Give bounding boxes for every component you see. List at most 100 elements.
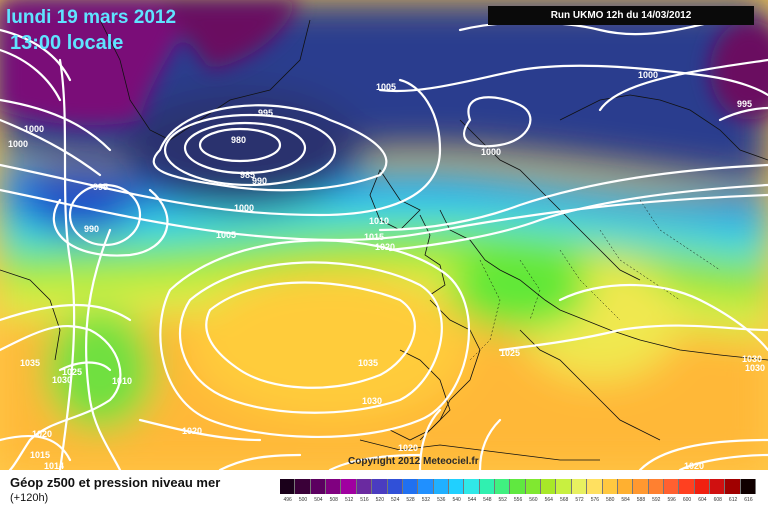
legend-swatch bbox=[725, 479, 741, 494]
legend-swatch bbox=[740, 479, 757, 494]
pressure-label: 1030 bbox=[362, 396, 382, 406]
legend-label: 572 bbox=[575, 497, 584, 503]
pressure-label: 995 bbox=[93, 182, 108, 192]
pressure-label: 1030 bbox=[52, 375, 72, 385]
legend-swatch bbox=[571, 479, 588, 494]
legend-label: 504 bbox=[314, 497, 323, 503]
legend-swatch bbox=[495, 479, 511, 494]
legend-label: 560 bbox=[529, 497, 538, 503]
legend-label: 540 bbox=[452, 497, 461, 503]
legend-swatch bbox=[617, 479, 634, 494]
pressure-label: 1030 bbox=[742, 354, 762, 364]
geopotential-map: 1000 1000 1005 995 980 985 990 995 990 1… bbox=[0, 0, 768, 470]
legend-swatch bbox=[663, 479, 680, 494]
legend-label: 568 bbox=[559, 497, 569, 503]
legend-swatch bbox=[694, 479, 711, 494]
pressure-label: 1020 bbox=[398, 443, 418, 453]
legend-label: 576 bbox=[590, 497, 600, 503]
legend-swatch bbox=[510, 479, 526, 494]
legend-label: 584 bbox=[621, 497, 630, 503]
legend-label: 532 bbox=[421, 497, 431, 503]
pressure-label: 1035 bbox=[358, 358, 378, 368]
legend-swatch bbox=[525, 479, 542, 494]
legend-swatch bbox=[464, 479, 480, 494]
legend-swatch bbox=[633, 479, 649, 494]
pressure-labels: 1000 1000 1005 995 980 985 990 995 990 1… bbox=[8, 70, 765, 470]
legend-label: 508 bbox=[329, 497, 338, 503]
legend-label: 528 bbox=[406, 497, 415, 503]
pressure-label: 990 bbox=[84, 224, 99, 234]
legend-swatch bbox=[648, 479, 664, 494]
legend-label: 556 bbox=[513, 497, 523, 503]
legend-swatch bbox=[387, 479, 403, 494]
lead-time: (+120h) bbox=[10, 492, 49, 504]
legend-swatch bbox=[310, 479, 327, 494]
coastlines bbox=[0, 19, 768, 461]
legend-swatch bbox=[587, 479, 603, 494]
legend-label: 616 bbox=[744, 497, 753, 503]
pressure-label: 1015 bbox=[30, 450, 50, 460]
pressure-label: 1010 bbox=[369, 216, 389, 226]
pressure-label: 1020 bbox=[182, 426, 202, 436]
legend-swatch bbox=[556, 479, 572, 494]
pressure-label: 1000 bbox=[234, 203, 254, 213]
color-legend: 496 500 504 508 512 516 520 524 528 532 536 540 544 5… bbox=[280, 479, 757, 509]
legend-swatch bbox=[433, 479, 449, 494]
low-geopotential-zones bbox=[0, 0, 768, 126]
pressure-label: 1005 bbox=[216, 230, 236, 240]
legend-label: 524 bbox=[391, 497, 400, 503]
legend-label: 496 bbox=[283, 497, 292, 503]
legend-label: 544 bbox=[467, 497, 477, 503]
legend-label: 516 bbox=[360, 497, 369, 503]
pressure-label: 980 bbox=[231, 135, 246, 145]
product-title: Géop z500 et pression niveau mer bbox=[10, 475, 221, 490]
legend-label: 564 bbox=[544, 497, 553, 503]
pressure-label: 1020 bbox=[32, 429, 52, 439]
run-info: Run UKMO 12h du 14/03/2012 bbox=[488, 6, 754, 25]
pressure-label: 1014 bbox=[44, 461, 64, 470]
pressure-label: 1000 bbox=[638, 70, 658, 80]
legend-swatch bbox=[402, 479, 419, 494]
legend-label: 612 bbox=[728, 497, 738, 503]
legend-label: 592 bbox=[652, 497, 661, 503]
pressure-label: 1030 bbox=[745, 363, 765, 373]
legend-swatch bbox=[356, 479, 373, 494]
pressure-label: 1020 bbox=[684, 461, 704, 470]
legend-label: 604 bbox=[698, 497, 707, 503]
legend-label: 588 bbox=[636, 497, 646, 503]
pressure-label: 1035 bbox=[20, 358, 40, 368]
pressure-label: 1000 bbox=[8, 139, 28, 149]
pressure-label: 1025 bbox=[62, 367, 82, 377]
pressure-label: 1010 bbox=[112, 376, 132, 386]
footer-bar: Géop z500 et pression niveau mer (+120h)… bbox=[0, 470, 768, 512]
forecast-time: 13:00 locale bbox=[10, 32, 124, 54]
pressure-label: 995 bbox=[258, 108, 273, 118]
pressure-label: 1000 bbox=[481, 147, 501, 157]
legend-swatch bbox=[326, 479, 342, 494]
pressure-label: 985 bbox=[240, 170, 255, 180]
legend-label: 536 bbox=[437, 497, 446, 503]
legend-swatch bbox=[479, 479, 496, 494]
legend-swatch bbox=[602, 479, 618, 494]
forecast-date: lundi 19 mars 2012 bbox=[6, 7, 177, 28]
legend-label: 608 bbox=[713, 497, 722, 503]
pressure-label: 1020 bbox=[375, 242, 395, 252]
borders bbox=[469, 199, 721, 361]
legend-swatch bbox=[710, 479, 726, 494]
pressure-label: 1000 bbox=[24, 124, 44, 134]
legend-labels: 496 500 504 508 512 516 520 524 528 532 536 540 544 5… bbox=[280, 494, 756, 506]
legend-swatch bbox=[679, 479, 695, 494]
legend-swatch bbox=[372, 479, 388, 494]
legend-swatches bbox=[280, 479, 757, 494]
legend-label: 512 bbox=[344, 497, 354, 503]
legend-label: 552 bbox=[498, 497, 507, 503]
legend-label: 600 bbox=[682, 497, 692, 503]
legend-label: 548 bbox=[483, 497, 492, 503]
legend-swatch bbox=[418, 479, 434, 494]
legend-swatch bbox=[280, 479, 296, 494]
pressure-label: 1025 bbox=[500, 348, 520, 358]
legend-label: 580 bbox=[606, 497, 615, 503]
legend-label: 596 bbox=[667, 497, 676, 503]
legend-swatch bbox=[448, 479, 465, 494]
